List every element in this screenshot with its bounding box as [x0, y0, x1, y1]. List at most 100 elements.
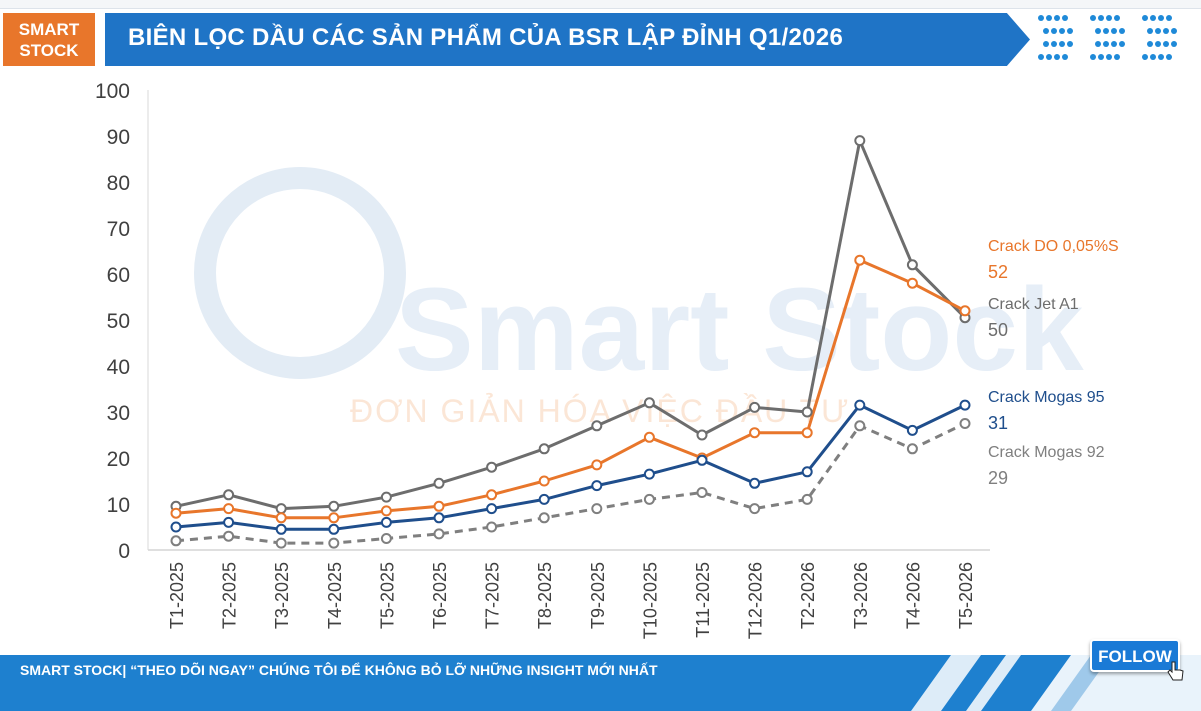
x-tick-label: T1-2025 — [167, 562, 187, 629]
y-tick-label: 70 — [107, 218, 130, 241]
data-point — [591, 503, 603, 515]
watermark-brand: Smart Stock — [395, 264, 1084, 396]
watermark: Smart Stock ĐƠN GIẢN HÓA VIỆC ĐẦU TƯ — [194, 167, 1084, 429]
y-tick-label: 40 — [107, 356, 130, 379]
data-point — [328, 537, 340, 549]
data-point — [538, 475, 550, 487]
data-point — [328, 500, 340, 512]
x-tick-label: T4-2025 — [325, 562, 345, 629]
series-end-value: 31 — [988, 413, 1008, 433]
data-point — [906, 259, 918, 271]
window-top-strip — [0, 0, 1201, 9]
data-point — [223, 503, 235, 515]
x-tick-label: T5-2026 — [956, 562, 976, 629]
series-name-label: Crack Jet A1 — [988, 296, 1079, 313]
data-point — [801, 466, 813, 478]
data-point — [433, 477, 445, 489]
series-end-value: 50 — [988, 320, 1008, 340]
data-point — [801, 427, 813, 439]
data-point — [959, 418, 971, 429]
data-point — [906, 443, 918, 455]
page-title: BIÊN LỌC DẦU CÁC SẢN PHẨM CỦA BSR LẬP ĐỈ… — [128, 24, 844, 51]
x-tick-label: T8-2025 — [535, 562, 555, 629]
data-point — [591, 420, 603, 432]
data-point — [854, 135, 866, 147]
data-point — [275, 537, 287, 549]
data-point — [959, 305, 971, 317]
y-tick-label: 20 — [107, 448, 130, 471]
data-point — [486, 521, 498, 533]
data-point — [906, 424, 918, 436]
data-point — [170, 535, 182, 547]
x-tick-label: T12-2026 — [746, 562, 766, 639]
x-tick-label: T3-2025 — [272, 562, 292, 629]
logo-line-1: SMART — [18, 19, 80, 39]
chevron-dots-icon — [1038, 15, 1177, 60]
hand-cursor-icon — [1167, 661, 1184, 681]
data-point — [433, 512, 445, 524]
data-point — [591, 459, 603, 471]
data-point — [696, 487, 708, 498]
data-point — [643, 397, 655, 409]
data-point — [486, 461, 498, 473]
follow-button[interactable]: FOLLOW — [1090, 639, 1180, 672]
data-point — [643, 431, 655, 443]
data-point — [170, 521, 182, 533]
data-point — [854, 420, 866, 432]
data-point — [223, 516, 235, 528]
series-name-label: Crack Mogas 92 — [988, 444, 1105, 461]
data-point — [749, 477, 761, 489]
y-tick-label: 0 — [118, 540, 130, 563]
series-name-label: Crack Mogas 95 — [988, 389, 1105, 406]
data-point — [749, 401, 761, 413]
x-tick-label: T2-2026 — [798, 562, 818, 629]
data-point — [591, 480, 603, 492]
data-point — [538, 443, 550, 455]
data-point — [854, 399, 866, 411]
y-tick-label: 60 — [107, 264, 130, 287]
series-name-label: Crack DO 0,05%S — [988, 238, 1119, 255]
data-point — [749, 503, 761, 515]
watermark-bulb-icon — [194, 167, 406, 379]
x-tick-label: T4-2026 — [903, 562, 923, 629]
data-point — [380, 533, 392, 544]
x-tick-label: T11-2025 — [693, 562, 713, 638]
data-point — [486, 503, 498, 515]
data-point — [223, 530, 235, 542]
data-point — [433, 528, 445, 540]
y-tick-label: 50 — [107, 310, 130, 333]
series-end-value: 29 — [988, 468, 1008, 488]
x-tick-label: T5-2025 — [377, 562, 397, 629]
x-tick-label: T2-2025 — [220, 562, 240, 629]
data-point — [801, 493, 813, 505]
series-end-value: 52 — [988, 262, 1008, 282]
x-tick-label: T3-2026 — [851, 562, 871, 629]
data-point — [380, 516, 392, 528]
data-point — [643, 468, 655, 480]
data-point — [538, 512, 550, 524]
series-line — [175, 422, 966, 545]
data-point — [801, 406, 813, 418]
data-point — [223, 489, 235, 501]
y-tick-label: 30 — [107, 402, 130, 425]
footer-text: SMART STOCK| “THEO DÕI NGAY” CHÚNG TÔI Đ… — [20, 662, 658, 678]
data-point — [696, 429, 708, 441]
data-point — [275, 523, 287, 535]
y-tick-label: 80 — [107, 172, 130, 195]
data-point — [486, 489, 498, 501]
data-point — [959, 399, 971, 411]
data-point — [170, 507, 182, 519]
y-tick-label: 100 — [95, 80, 130, 103]
data-point — [749, 427, 761, 439]
data-point — [433, 500, 445, 512]
data-point — [328, 523, 340, 535]
data-point — [696, 454, 708, 466]
title-banner — [105, 13, 1030, 66]
data-point — [275, 503, 287, 515]
data-point — [854, 254, 866, 266]
data-point — [906, 277, 918, 289]
data-point — [380, 505, 392, 517]
series-line — [175, 139, 967, 511]
data-point — [643, 493, 655, 505]
line-chart: Smart Stock ĐƠN GIẢN HÓA VIỆC ĐẦU TƯ 0 10… — [95, 80, 1119, 639]
